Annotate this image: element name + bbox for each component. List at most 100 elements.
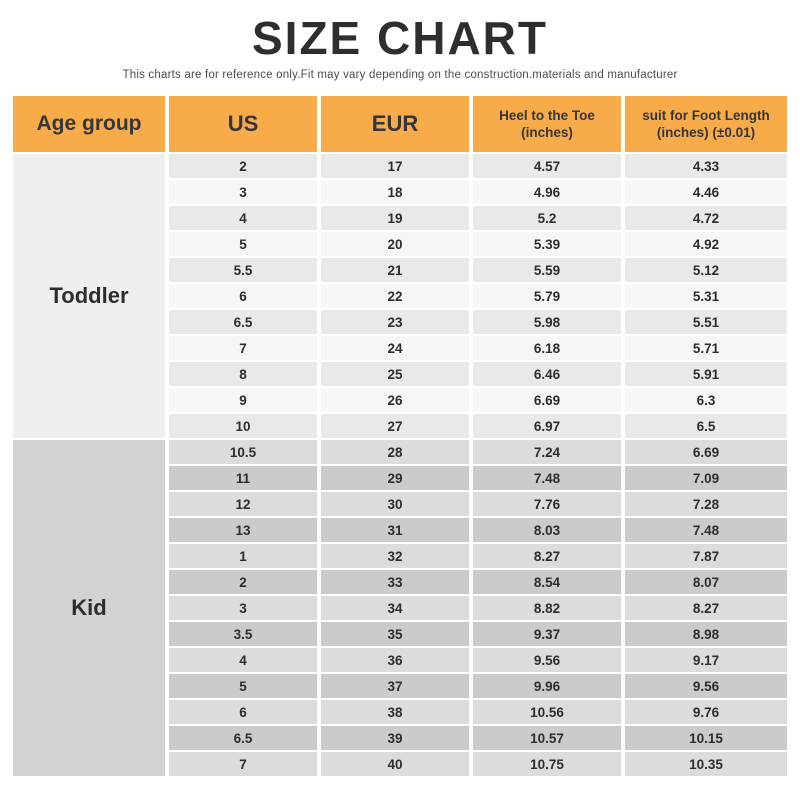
table-cell: 8.54 [473,570,621,595]
table-cell: 4.57 [473,154,621,179]
table-cell: 9.56 [473,648,621,673]
table-cell: 28 [321,440,469,465]
table-row: 12 30 7.76 7.28 [13,492,787,517]
table-row: 6 22 5.79 5.31 [13,284,787,309]
table-cell: 3.5 [169,622,317,647]
table-cell: 10.35 [625,752,787,777]
table-cell: 37 [321,674,469,699]
table-cell: 8 [169,362,317,387]
table-row: 1 32 8.27 7.87 [13,544,787,569]
table-cell: 6.5 [169,726,317,751]
table-row: 5.5 21 5.59 5.12 [13,258,787,283]
table-cell: 4 [169,206,317,231]
table-cell: 35 [321,622,469,647]
table-cell: 8.98 [625,622,787,647]
table-cell: 5.39 [473,232,621,257]
table-row: 8 25 6.46 5.91 [13,362,787,387]
table-cell: 2 [169,154,317,179]
table-cell: 7 [169,336,317,361]
table-cell: 8.27 [473,544,621,569]
table-cell: 5.91 [625,362,787,387]
table-cell: 5.79 [473,284,621,309]
age-group-cell-toddler: Toddler [13,154,165,439]
table-cell: 25 [321,362,469,387]
table-row: 9 26 6.69 6.3 [13,388,787,413]
table-cell: 10.57 [473,726,621,751]
table-cell: 10.15 [625,726,787,751]
table-cell: 10.5 [169,440,317,465]
size-chart-table: Age group US EUR Heel to the Toe (inches) su… [9,94,791,778]
table-cell: 17 [321,154,469,179]
table-cell: 9 [169,388,317,413]
table-cell: 26 [321,388,469,413]
table-cell: 20 [321,232,469,257]
table-cell: 6 [169,284,317,309]
table-cell: 8.07 [625,570,787,595]
table-cell: 6.69 [473,388,621,413]
table-cell: 9.56 [625,674,787,699]
table-cell: 9.96 [473,674,621,699]
table-row: 3.5 35 9.37 8.98 [13,622,787,647]
table-cell: 24 [321,336,469,361]
table-cell: 5.5 [169,258,317,283]
table-cell: 2 [169,570,317,595]
table-cell: 8.27 [625,596,787,621]
column-header-us: US [169,96,317,153]
table-row: 6.5 23 5.98 5.51 [13,310,787,335]
size-chart-page: SIZE CHART This charts are for reference… [0,14,800,800]
table-cell: 8.82 [473,596,621,621]
table-row: 7 24 6.18 5.71 [13,336,787,361]
table-row: 7 40 10.75 10.35 [13,752,787,777]
table-cell: 31 [321,518,469,543]
page-subtitle: This charts are for reference only.Fit m… [122,69,678,82]
table-cell: 5.2 [473,206,621,231]
table-cell: 4.72 [625,206,787,231]
table-cell: 13 [169,518,317,543]
table-cell: 36 [321,648,469,673]
table-cell: 7.76 [473,492,621,517]
table-cell: 5.12 [625,258,787,283]
table-cell: 4.46 [625,180,787,205]
table-cell: 5.98 [473,310,621,335]
table-cell: 34 [321,596,469,621]
table-cell: 6 [169,700,317,725]
table-row: 2 33 8.54 8.07 [13,570,787,595]
table-cell: 23 [321,310,469,335]
table-cell: 7.28 [625,492,787,517]
table-cell: 3 [169,180,317,205]
table-cell: 10 [169,414,317,439]
table-cell: 7.48 [625,518,787,543]
table-cell: 4.96 [473,180,621,205]
table-cell: 27 [321,414,469,439]
table-cell: 5.71 [625,336,787,361]
table-cell: 19 [321,206,469,231]
table-body: Toddler 2 17 4.57 4.33 3 18 4.96 4.46 4 19 5.2 4.72 5… [13,154,787,777]
table-cell: 6.46 [473,362,621,387]
table-cell: 39 [321,726,469,751]
table-cell: 9.76 [625,700,787,725]
table-cell: 6.5 [625,414,787,439]
table-cell: 4.92 [625,232,787,257]
age-group-cell-kid: Kid [13,440,165,777]
table-row: 3 18 4.96 4.46 [13,180,787,205]
table-cell: 21 [321,258,469,283]
table-cell: 1 [169,544,317,569]
table-cell: 7.48 [473,466,621,491]
table-cell: 6.18 [473,336,621,361]
table-cell: 5.51 [625,310,787,335]
table-row: 6 38 10.56 9.76 [13,700,787,725]
table-cell: 10.56 [473,700,621,725]
table-cell: 18 [321,180,469,205]
table-row: 10 27 6.97 6.5 [13,414,787,439]
table-cell: 6.69 [625,440,787,465]
table-row: 4 36 9.56 9.17 [13,648,787,673]
table-cell: 7.87 [625,544,787,569]
table-cell: 5.59 [473,258,621,283]
table-cell: 5 [169,674,317,699]
table-cell: 22 [321,284,469,309]
table-row: 5 37 9.96 9.56 [13,674,787,699]
column-header-heel-to-toe: Heel to the Toe (inches) [473,96,621,153]
table-row: 5 20 5.39 4.92 [13,232,787,257]
table-cell: 38 [321,700,469,725]
table-cell: 9.37 [473,622,621,647]
